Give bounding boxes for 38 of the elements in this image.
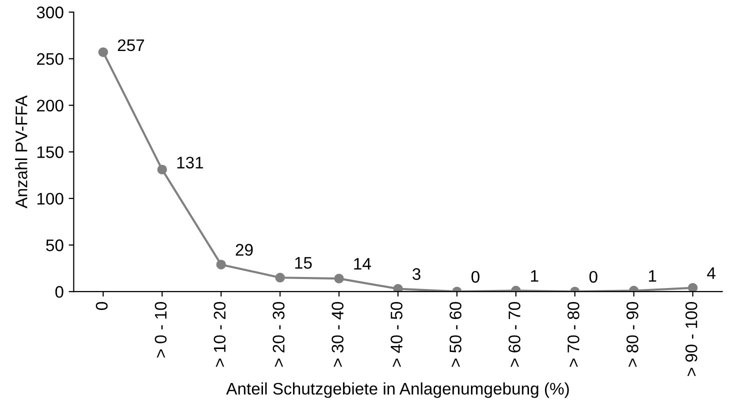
point — [157, 164, 167, 174]
y-tick-label: 150 — [37, 146, 64, 158]
point — [216, 260, 226, 270]
data-label: 131 — [177, 156, 204, 168]
x-tick-label: > 20 - 30 — [272, 302, 285, 367]
data-label: 0 — [471, 270, 480, 283]
x-axis-title: Anteil Schutzgebiete in Anlagenumgebung (%) — [226, 382, 569, 398]
data-label: 4 — [707, 267, 716, 279]
data-label: 3 — [412, 268, 420, 280]
x-tick-label: > 0 - 10 — [154, 302, 167, 358]
point — [393, 284, 403, 292]
y-tick-label: 50 — [46, 239, 64, 252]
data-label: 14 — [354, 258, 371, 270]
y-axis-title: Anzahl PV-FFA — [15, 95, 28, 208]
point — [688, 283, 698, 292]
point — [275, 272, 285, 282]
x-tick-label: > 80 - 90 — [626, 302, 638, 367]
x-tick-label: > 10 - 20 — [214, 302, 226, 367]
y-tick-label: 0 — [55, 286, 64, 298]
x-tick-label: > 90 - 100 — [685, 302, 698, 376]
data-label: 1 — [531, 270, 538, 282]
data-label: 1 — [648, 270, 656, 282]
data-label: 29 — [236, 244, 253, 256]
x-tick-label: 0 — [96, 302, 108, 310]
data-label: 0 — [589, 270, 598, 283]
x-tick-label: > 60 - 70 — [508, 302, 520, 367]
y-tick-label: 200 — [37, 100, 64, 112]
x-tick-label: > 70 - 80 — [568, 302, 580, 367]
x-tick-label: > 40 - 50 — [390, 302, 402, 367]
y-tick-label: 250 — [37, 53, 64, 65]
data-label: 257 — [118, 39, 144, 52]
y-tick-label: 100 — [37, 192, 64, 205]
point — [98, 47, 108, 58]
data-label: 15 — [295, 257, 312, 269]
x-tick-label: > 50 - 60 — [450, 302, 462, 367]
x-tick-label: > 30 - 40 — [332, 302, 344, 367]
point — [334, 274, 344, 284]
y-tick-label: 300 — [36, 6, 64, 18]
